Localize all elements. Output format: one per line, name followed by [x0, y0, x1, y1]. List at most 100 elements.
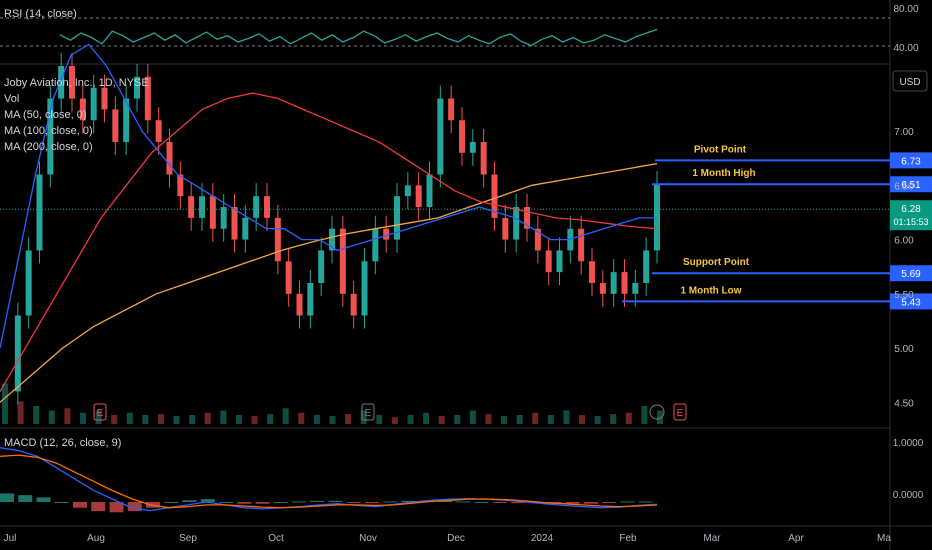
candle-body[interactable]: [459, 120, 465, 153]
candle-body[interactable]: [534, 228, 541, 251]
candle-body[interactable]: [404, 185, 411, 197]
candle-body[interactable]: [329, 228, 335, 251]
currency-button[interactable]: [892, 70, 928, 92]
earnings-marker[interactable]: [93, 403, 107, 421]
candle-body[interactable]: [58, 66, 65, 99]
candle-body[interactable]: [188, 196, 195, 218]
level-label: 1 Month High: [692, 168, 755, 179]
candle-body[interactable]: [264, 196, 270, 218]
candle-body[interactable]: [599, 282, 606, 294]
volume-bar: [267, 414, 274, 424]
level-label: Pivot Point: [694, 144, 747, 155]
candle-body[interactable]: [274, 217, 281, 262]
volume-bar: [298, 412, 305, 424]
candle-body[interactable]: [112, 109, 119, 142]
macd-histogram-bar: [511, 502, 525, 504]
macd-histogram-bar: [638, 501, 653, 503]
candle-body[interactable]: [47, 98, 54, 175]
macd-histogram-bar: [54, 502, 69, 503]
macd-histogram-bar: [273, 502, 288, 503]
candle-body[interactable]: [394, 196, 400, 240]
candle-body[interactable]: [578, 228, 585, 262]
candle-body[interactable]: [123, 98, 130, 142]
candle-body[interactable]: [318, 250, 325, 283]
earnings-marker[interactable]: [361, 403, 375, 421]
candle-body[interactable]: [134, 76, 140, 99]
candle-body[interactable]: [101, 87, 108, 110]
candle-body[interactable]: [166, 141, 173, 175]
candle-body[interactable]: [231, 207, 238, 240]
macd-histogram-bar: [565, 502, 580, 504]
price-tick-label: 5.50: [894, 290, 914, 301]
candle-body[interactable]: [383, 228, 390, 240]
volume-bar: [579, 415, 586, 424]
rsi-panel[interactable]: [59, 28, 658, 47]
volume-bar: [111, 415, 118, 424]
macd-title: MACD (12, 26, close, 9): [4, 437, 121, 449]
candle-body[interactable]: [372, 228, 379, 262]
ma100-line: [0, 92, 658, 392]
macd-histogram-bar: [200, 499, 215, 502]
candle-body[interactable]: [513, 207, 520, 240]
candle-body[interactable]: [339, 228, 346, 294]
volume-bar: [313, 415, 320, 424]
candle-body[interactable]: [209, 196, 216, 229]
candle-body[interactable]: [469, 141, 476, 153]
candle-body[interactable]: [296, 293, 303, 316]
level-label: Support Point: [683, 257, 750, 268]
candle-body[interactable]: [556, 250, 563, 273]
candle-body[interactable]: [361, 261, 368, 316]
candle-body[interactable]: [545, 250, 552, 273]
level-price-value: 5.69: [901, 269, 921, 280]
candle-body[interactable]: [14, 315, 21, 392]
candle-body[interactable]: [199, 196, 205, 218]
flash-icon[interactable]: [649, 404, 665, 420]
price-tick-label: 6.50: [894, 181, 914, 192]
ma50-line: [0, 43, 657, 349]
candle-body[interactable]: [524, 207, 530, 229]
price-tick-label: 5.00: [894, 344, 914, 355]
volume-bar: [594, 415, 601, 424]
candle-body[interactable]: [480, 141, 487, 175]
candle-body[interactable]: [426, 174, 433, 208]
candle-body[interactable]: [307, 282, 314, 316]
candle-body[interactable]: [491, 174, 498, 218]
currency-label: USD: [899, 77, 920, 88]
candle-body[interactable]: [90, 87, 97, 121]
macd-histogram-bar: [36, 497, 51, 502]
candle-body[interactable]: [144, 76, 151, 121]
candle-body[interactable]: [350, 293, 357, 316]
candle-body[interactable]: [621, 272, 628, 294]
candle-body[interactable]: [69, 66, 75, 99]
candle-body[interactable]: [79, 98, 86, 121]
candle-body[interactable]: [220, 207, 227, 229]
candle-body[interactable]: [589, 261, 595, 283]
volume-bar: [407, 415, 414, 424]
candle-body[interactable]: [177, 174, 184, 197]
macd-histogram-bar: [438, 500, 452, 502]
candle-body[interactable]: [415, 185, 422, 208]
candle-body[interactable]: [285, 261, 292, 294]
volume-bar: [2, 383, 8, 424]
macd-histogram-bar: [91, 502, 106, 512]
level-price-value: 5.43: [901, 297, 921, 308]
volume-bar: [189, 415, 196, 424]
candle-body[interactable]: [632, 282, 639, 294]
candle-body[interactable]: [502, 217, 509, 240]
macd-tick-0: 0.0000: [893, 490, 924, 501]
volume-bar: [360, 410, 367, 424]
candle-body[interactable]: [610, 272, 617, 294]
candle-body[interactable]: [643, 250, 650, 283]
candle-body[interactable]: [242, 217, 249, 240]
candle-body[interactable]: [36, 174, 43, 251]
candle-body[interactable]: [253, 196, 260, 218]
candle-body[interactable]: [155, 120, 162, 142]
candle-body[interactable]: [25, 250, 32, 316]
price-panel[interactable]: 6.28 01:15:53 Pivot Point 6.73 1 Month High 6…: [0, 43, 932, 424]
earnings-marker[interactable]: [673, 403, 687, 421]
time-axis-label: Sep: [179, 533, 197, 544]
macd-panel[interactable]: [0, 447, 658, 513]
candle-body[interactable]: [448, 98, 455, 121]
candle-body[interactable]: [437, 98, 444, 175]
